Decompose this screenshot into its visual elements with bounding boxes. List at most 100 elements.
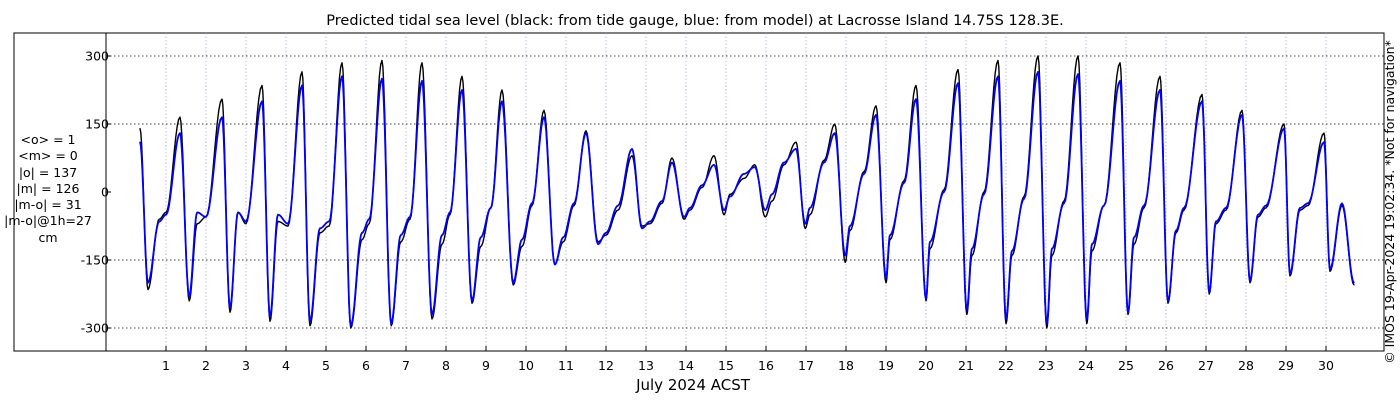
tide-gauge-extremum-point (1307, 205, 1309, 207)
tide-gauge-extremum-point (179, 116, 181, 118)
tide-gauge-extremum-point (823, 159, 825, 161)
x-axis-label: July 2024 ACST (635, 376, 751, 394)
model-extremum-point (400, 234, 402, 236)
model-extremum-point (328, 220, 330, 223)
x-tick-label: 1 (162, 358, 170, 373)
tide-gauge-extremum-point (400, 241, 402, 243)
model-extremum-point (461, 89, 463, 91)
model-extremum-point (804, 223, 806, 225)
tide-gauge-extremum-point (649, 223, 651, 225)
x-tick-label: 12 (598, 358, 614, 373)
model-extremum-point (409, 216, 411, 218)
x-tick-label: 19 (878, 358, 894, 373)
x-tick-label: 28 (1238, 358, 1254, 373)
tide-gauge-extremum-point (390, 325, 392, 327)
tide-gauge-extremum-point (617, 209, 619, 211)
tide-gauge-extremum-point (381, 59, 383, 62)
model-extremum-point (421, 80, 423, 82)
model-extremum-point (649, 220, 651, 223)
model-extremum-point (915, 98, 917, 100)
model-extremum-point (1201, 100, 1203, 102)
tide-gauge-extremum-point (531, 205, 533, 207)
tide-gauge-extremum-point (196, 223, 198, 225)
y-tick-label: -300 (81, 321, 109, 336)
tide-gauge-extremum-point (605, 234, 607, 236)
model-extremum-point (1329, 268, 1331, 270)
tide-gauge-extremum-point (957, 69, 959, 71)
stat-unit: cm (38, 229, 58, 245)
tide-gauge-extremum-point (743, 177, 745, 179)
tide-gauge-extremum-point (1005, 322, 1007, 325)
model-extremum-point (245, 220, 247, 223)
tide-gauge-extremum-point (361, 239, 363, 241)
model-extremum-point (754, 166, 756, 168)
x-tick-label: 30 (1318, 358, 1334, 373)
x-tick-label: 25 (1118, 358, 1134, 373)
model-extremum-point (849, 225, 851, 227)
model-extremum-point (554, 263, 556, 266)
x-tick-label: 10 (518, 358, 534, 373)
model-extremum-point (221, 116, 223, 118)
model-extremum-point (1283, 127, 1285, 130)
y-tick-label: -150 (81, 253, 109, 268)
y-tick-label: 0 (101, 185, 109, 200)
tide-gauge-extremum-point (795, 141, 797, 143)
tide-gauge-extremum-point (689, 209, 691, 211)
x-tick-label: 24 (1078, 358, 1094, 373)
x-tick-label: 26 (1158, 358, 1174, 373)
model-extremum-point (983, 193, 985, 195)
y-tick-label: 150 (85, 117, 109, 132)
x-tick-label: 11 (558, 358, 574, 373)
model-extremum-point (631, 148, 633, 150)
tide-gauge-extremum-point (441, 243, 443, 245)
x-tick-label: 18 (838, 358, 854, 373)
model-extremum-point (1257, 214, 1259, 216)
model-extremum-point (309, 320, 311, 322)
tide-gauge-extremum-point (875, 105, 877, 107)
stat-abs-observed: |o| = 137 (18, 164, 78, 180)
tide-gauge-extremum-point (409, 218, 411, 220)
model-extremum-point (431, 313, 433, 315)
model-extremum-point (929, 241, 931, 243)
model-extremum-point (229, 307, 231, 309)
model-extremum-point (341, 75, 343, 77)
model-extremum-point (1086, 318, 1088, 320)
tide-gauge-extremum-point (309, 325, 311, 327)
model-extremum-point (585, 132, 587, 134)
model-extremum-point (671, 161, 673, 164)
model-extremum-point (1307, 202, 1309, 204)
model-extremum-point (490, 207, 492, 209)
tide-gauge-extremum-point (229, 311, 231, 313)
model-extremum-point (158, 220, 160, 223)
model-extremum-point (1077, 73, 1079, 75)
model-extremum-point (573, 202, 575, 204)
model-extremum-point (237, 211, 239, 213)
model-extremum-point (196, 211, 198, 213)
model-extremum-point (1005, 318, 1007, 320)
tide-gauge-extremum-point (1086, 322, 1088, 325)
tide-gauge-extremum-point (328, 225, 330, 227)
model-extremum-point (179, 132, 181, 134)
model-extremum-point (834, 132, 836, 134)
x-tick-label: 2 (202, 358, 210, 373)
tide-gauge-extremum-point (188, 300, 190, 302)
tide-gauge-extremum-point (245, 223, 247, 225)
model-extremum-point (1289, 273, 1291, 275)
tide-gauge-extremum-point (631, 155, 633, 157)
tick-labels: 1 2 3 4 5 6 7 8 9 10 11 12 13 14 15 16 17 18 19 20 21 22 23 24 2… (81, 49, 1334, 374)
statistics-panel: <o> = 1 <m> = 0 |o| = 137 |m| = 126 |m-o… (0, 132, 96, 246)
model-extremum-point (441, 234, 443, 236)
tide-gauge-extremum-point (1241, 109, 1243, 111)
tide-gauge-extremum-point (341, 62, 343, 64)
x-tick-label: 7 (402, 358, 410, 373)
stat-abs-model: |m| = 126 (16, 180, 80, 196)
model-extremum-point (597, 243, 599, 245)
tide-gauge-extremum-point (1323, 132, 1325, 134)
model-extremum-point (764, 209, 766, 211)
tide-gauge-extremum-point (915, 84, 917, 87)
tide-gauge-extremum-point (319, 232, 321, 234)
model-extremum-point (381, 78, 383, 80)
tide-gauge-extremum-point (863, 171, 865, 173)
model-extremum-point (971, 248, 973, 250)
tide-gauge-extremum-point (1167, 302, 1169, 304)
